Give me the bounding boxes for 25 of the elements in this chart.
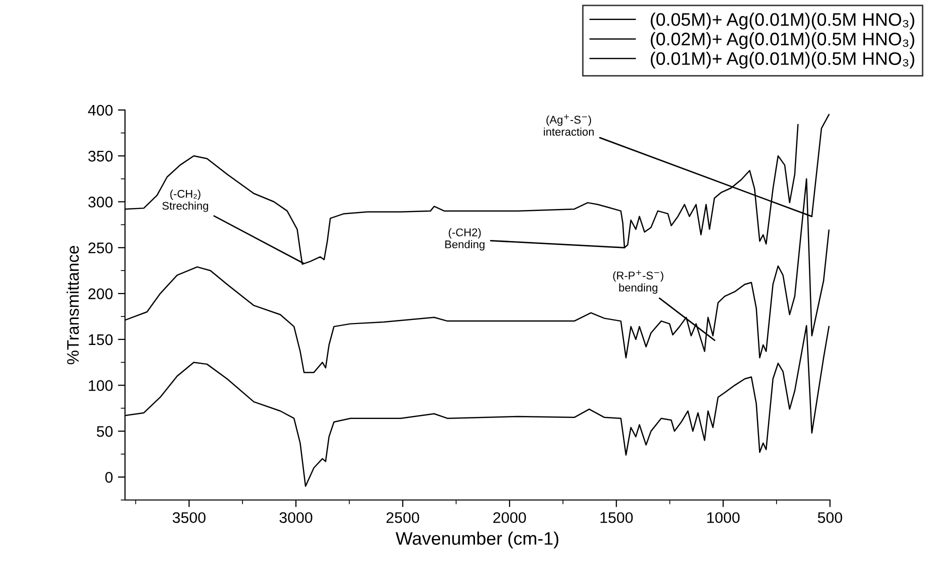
y-tick-label: 200 xyxy=(88,288,113,300)
y-tick-label: 400 xyxy=(88,104,113,116)
x-tick-label: 1000 xyxy=(707,512,740,524)
x-tick-label: 500 xyxy=(818,512,842,524)
x-tick-label: 1500 xyxy=(600,512,633,524)
x-tick-label: 3500 xyxy=(172,512,206,524)
y-tick-label: 0 xyxy=(105,472,113,483)
annotation: (R-P$^{+}$-S$^{−}$) bending xyxy=(613,270,664,294)
y-tick-label: 150 xyxy=(88,334,113,346)
y-axis-title: %Transmittance xyxy=(66,246,79,364)
x-tick-label: 2000 xyxy=(493,512,526,524)
x-tick-label: 2500 xyxy=(386,512,420,524)
x-axis-title: Wavenumber (cm-1) xyxy=(396,532,558,548)
annotation: (-CH2) Bending xyxy=(445,228,484,250)
y-tick-label: 300 xyxy=(88,196,113,208)
y-tick-label: 250 xyxy=(88,242,113,254)
legend-label: (0.05M)+ Ag(0.01M)(0.5M HNO₃) xyxy=(650,12,914,30)
legend-label: (0.02M)+ Ag(0.01M)(0.5M HNO₃) xyxy=(650,32,914,50)
legend-label: (0.01M)+ Ag(0.01M)(0.5M HNO₃) xyxy=(650,52,914,69)
x-tick-label: 3000 xyxy=(280,512,312,524)
annotation: (Ag$^{+}$-S$^{−}$) interaction xyxy=(544,114,594,136)
annotation: (-CH₂) Streching xyxy=(162,190,208,212)
y-tick-label: 100 xyxy=(88,380,113,391)
y-tick-label: 50 xyxy=(96,426,113,437)
y-tick-label: 350 xyxy=(88,150,113,162)
